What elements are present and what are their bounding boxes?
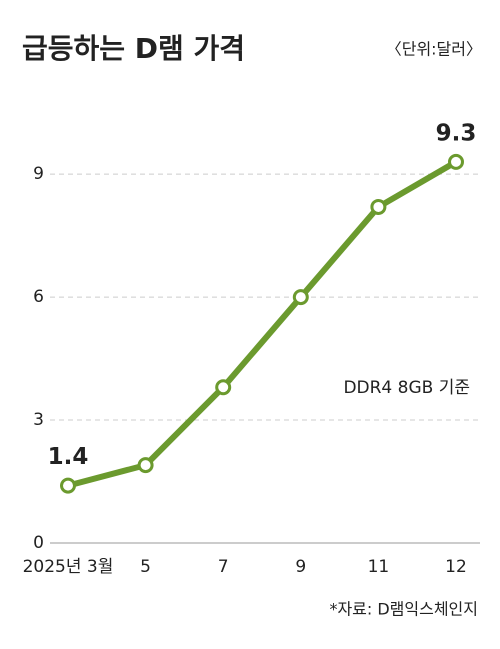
line [67, 159, 458, 489]
marker [137, 457, 154, 474]
chart-title: 급등하는 D램 가격 [22, 32, 245, 65]
source: *자료: D램익스체인지 [329, 600, 478, 619]
x-tick-label: 5 [140, 557, 151, 577]
y-tick-label: 3 [33, 410, 44, 430]
x-tick-label: 7 [218, 557, 229, 577]
marker [292, 289, 309, 306]
y-tick-label: 6 [33, 287, 44, 307]
data-label: 9.3 [436, 120, 477, 146]
marker [215, 379, 232, 396]
marker [370, 198, 387, 215]
y-tick-label: 0 [33, 533, 44, 553]
x-tick-label: 11 [368, 557, 390, 577]
marker [60, 477, 76, 494]
x-tick-label: 12 [445, 557, 467, 577]
x-tick-label: 9 [295, 557, 306, 577]
annotation: DDR4 8GB 기준 [343, 378, 470, 398]
unit-label: 〈단위:달러〉 [386, 40, 482, 59]
marker [448, 153, 464, 170]
x-tick-label: 2025년 3월 [23, 557, 114, 577]
y-tick-label: 9 [33, 164, 44, 184]
data-label: 1.4 [48, 444, 89, 470]
